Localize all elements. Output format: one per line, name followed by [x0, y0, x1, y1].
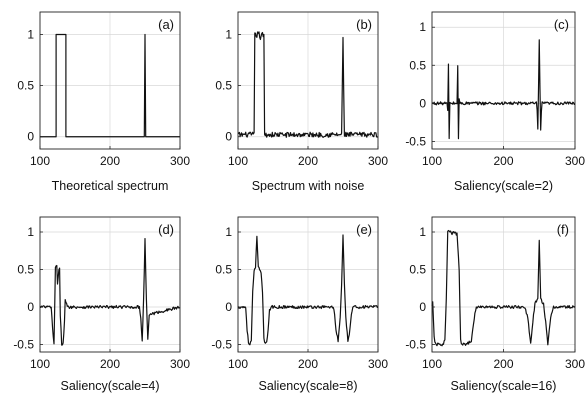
panel-label: (e) — [356, 222, 372, 237]
panel-caption: Saliency(scale=16) — [451, 379, 557, 393]
x-tick-label: 100 — [228, 357, 248, 371]
y-tick-label: 1 — [27, 27, 34, 41]
x-tick-label: 300 — [368, 154, 388, 168]
y-tick-label: -0.5 — [405, 134, 426, 148]
y-tick-label: 1 — [225, 225, 232, 239]
y-tick-label: 0 — [27, 130, 34, 144]
panel-a: 100 200 300 0 0.5 1 (a) Theoretical spectrum — [17, 11, 190, 193]
y-tick-label: 0.5 — [17, 263, 34, 277]
x-tick-label: 100 — [422, 357, 442, 371]
y-tick-label: 1 — [419, 225, 426, 239]
panel-e: 100 200 300 -0.5 0 0.5 1 (e) Saliency(scale=8) — [211, 216, 388, 393]
x-tick-label: 200 — [298, 154, 318, 168]
x-tick-label: 200 — [100, 154, 120, 168]
panel-caption: Spectrum with noise — [252, 179, 365, 193]
y-tick-label: -0.5 — [211, 338, 232, 352]
y-tick-label: 0.5 — [215, 263, 232, 277]
y-tick-label: 0 — [419, 96, 426, 110]
series-line — [431, 229, 576, 347]
y-tick-label: 0.5 — [409, 263, 426, 277]
x-tick-label: 200 — [493, 154, 513, 168]
panel-label: (f) — [557, 222, 569, 237]
y-tick-label: 0 — [27, 300, 34, 314]
panel-label: (a) — [158, 17, 174, 32]
x-tick-label: 300 — [565, 357, 585, 371]
x-tick-label: 300 — [368, 357, 388, 371]
x-tick-label: 100 — [30, 154, 50, 168]
series-line — [39, 237, 181, 346]
panel-caption: Saliency(scale=2) — [454, 179, 553, 193]
series-line — [237, 31, 379, 138]
panel-label: (d) — [158, 222, 174, 237]
x-tick-label: 100 — [228, 154, 248, 168]
x-tick-label: 300 — [170, 357, 190, 371]
y-tick-label: 0 — [419, 300, 426, 314]
y-tick-label: 1 — [27, 225, 34, 239]
y-tick-label: -0.5 — [13, 338, 34, 352]
y-tick-label: 0.5 — [17, 79, 34, 93]
y-tick-label: 1 — [225, 27, 232, 41]
y-tick-label: 0.5 — [215, 79, 232, 93]
series-line — [431, 39, 576, 140]
y-tick-label: 1 — [419, 20, 426, 34]
panel-caption: Theoretical spectrum — [52, 179, 169, 193]
x-tick-label: 300 — [170, 154, 190, 168]
panel-label: (b) — [356, 17, 372, 32]
panel-c: 100 200 300 -0.5 0 0.5 1 (c) Saliency(scale=2) — [405, 11, 585, 193]
x-tick-label: 100 — [422, 154, 442, 168]
panel-d: 100 200 300 -0.5 0 0.5 1 (d) Saliency(scale=4) — [13, 216, 190, 393]
y-tick-label: -0.5 — [405, 338, 426, 352]
x-tick-label: 200 — [493, 357, 513, 371]
x-tick-label: 200 — [100, 357, 120, 371]
series-line — [40, 33, 180, 138]
panel-caption: Saliency(scale=4) — [60, 379, 159, 393]
panel-label: (c) — [554, 17, 569, 32]
x-tick-label: 100 — [30, 357, 50, 371]
x-tick-label: 200 — [298, 357, 318, 371]
x-tick-label: 300 — [565, 154, 585, 168]
y-tick-label: 0 — [225, 300, 232, 314]
series-line — [237, 234, 379, 346]
panel-f: 100 200 300 -0.5 0 0.5 1 (f) Saliency(scale=16) — [405, 216, 585, 393]
y-tick-label: 0.5 — [409, 58, 426, 72]
y-tick-label: 0 — [225, 130, 232, 144]
panel-b: 100 200 300 0 0.5 1 (b) Spectrum with noise — [215, 11, 388, 193]
panel-caption: Saliency(scale=8) — [258, 379, 357, 393]
